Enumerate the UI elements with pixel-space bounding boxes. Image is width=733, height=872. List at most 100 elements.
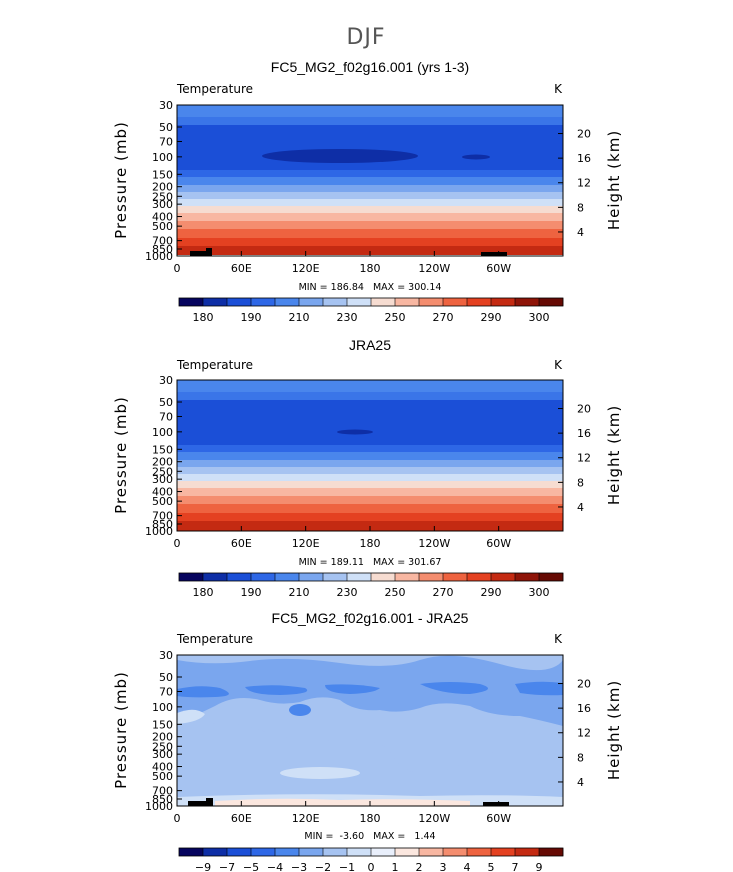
contour-region bbox=[420, 682, 488, 694]
panel-units: K bbox=[554, 632, 563, 646]
pressure-tick-label: 1000 bbox=[145, 250, 173, 263]
min-max-stats: MIN = -3.60 MAX = 1.44 bbox=[304, 831, 435, 842]
height-tick-label: 4 bbox=[577, 226, 584, 239]
colorbar-label: 250 bbox=[385, 586, 406, 599]
colorbar-swatch bbox=[347, 848, 372, 856]
contour-band bbox=[177, 125, 563, 171]
height-tick-label: 12 bbox=[577, 727, 591, 740]
contour-region bbox=[245, 685, 308, 695]
colorbar-swatch bbox=[371, 848, 396, 856]
longitude-tick-label: 60E bbox=[231, 537, 252, 550]
longitude-tick-label: 60E bbox=[231, 812, 252, 825]
panel-units: K bbox=[554, 82, 563, 96]
figure-title: DJF bbox=[346, 25, 385, 50]
pressure-tick-label: 400 bbox=[152, 486, 173, 499]
longitude-tick-label: 0 bbox=[174, 812, 181, 825]
height-tick-label: 16 bbox=[577, 427, 591, 440]
pressure-tick-label: 150 bbox=[152, 718, 173, 731]
colorbar-label: 300 bbox=[529, 586, 550, 599]
longitude-tick-label: 0 bbox=[174, 262, 181, 275]
colorbar-label: 270 bbox=[433, 586, 454, 599]
colorbar-swatch bbox=[203, 298, 228, 306]
pressure-tick-label: 850 bbox=[152, 793, 173, 806]
pressure-tick-label: 700 bbox=[152, 785, 173, 798]
contour-region bbox=[280, 767, 360, 779]
height-tick-label: 12 bbox=[577, 177, 591, 190]
contour-region bbox=[325, 684, 380, 694]
contour-band bbox=[177, 117, 563, 126]
pressure-tick-label: 50 bbox=[159, 121, 173, 134]
height-tick-label: 8 bbox=[577, 476, 584, 489]
contour-band bbox=[177, 392, 563, 401]
height-axis: 20 16 12 8 4 bbox=[558, 678, 591, 789]
pressure-tick-label: 250 bbox=[152, 465, 173, 478]
contour-band bbox=[177, 445, 563, 453]
colorbar-swatch bbox=[419, 573, 444, 581]
colorbar-swatch bbox=[395, 298, 420, 306]
pressure-tick-label: 100 bbox=[152, 151, 173, 164]
height-axis: 20 16 12 8 4 bbox=[558, 128, 591, 239]
colorbar-label: 0 bbox=[368, 861, 375, 872]
colorbar: 180 190 210 230 250 270 290 300 bbox=[178, 297, 564, 324]
longitude-tick-label: 120W bbox=[418, 812, 450, 825]
longitude-tick-label: 180 bbox=[360, 262, 381, 275]
contour-region bbox=[215, 798, 470, 806]
colorbar: 180 190 210 230 250 270 290 300 bbox=[178, 572, 564, 599]
colorbar-swatch bbox=[539, 848, 564, 856]
colorbar-swatch bbox=[251, 573, 276, 581]
colorbar-swatch bbox=[467, 573, 492, 581]
longitude-tick-label: 120W bbox=[418, 537, 450, 550]
contour-band bbox=[177, 474, 563, 482]
colorbar-swatch bbox=[323, 573, 348, 581]
colorbar-swatch bbox=[395, 573, 420, 581]
height-tick-label: 16 bbox=[577, 702, 591, 715]
colorbar-label: 210 bbox=[289, 586, 310, 599]
colorbar-label: 180 bbox=[193, 311, 214, 324]
contour-band bbox=[177, 246, 563, 255]
contour-region bbox=[177, 723, 563, 792]
longitude-tick-label: 60W bbox=[486, 262, 511, 275]
colorbar-swatch bbox=[395, 848, 420, 856]
colorbar-label: 250 bbox=[385, 311, 406, 324]
colorbar-swatch bbox=[275, 573, 300, 581]
contour-plot bbox=[176, 654, 564, 807]
pressure-tick-label: 70 bbox=[159, 410, 173, 423]
height-tick-label: 20 bbox=[577, 678, 591, 691]
colorbar-label: 230 bbox=[337, 586, 358, 599]
topography bbox=[188, 801, 210, 806]
height-tick-label: 4 bbox=[577, 776, 584, 789]
contour-band bbox=[177, 496, 563, 505]
topography bbox=[206, 248, 212, 256]
colorbar-swatch bbox=[515, 573, 540, 581]
pressure-axis-label: Pressure (mb) bbox=[112, 671, 130, 789]
pressure-tick-label: 200 bbox=[152, 181, 173, 194]
height-tick-label: 8 bbox=[577, 201, 584, 214]
height-tick-label: 20 bbox=[577, 128, 591, 141]
min-max-stats: MIN = 186.84 MAX = 300.14 bbox=[299, 282, 442, 293]
longitude-tick-label: 120E bbox=[292, 812, 320, 825]
height-tick-label: 4 bbox=[577, 501, 584, 514]
colorbar-swatch bbox=[419, 848, 444, 856]
contour-band bbox=[177, 380, 563, 393]
contour-region bbox=[177, 686, 229, 698]
colorbar-swatch bbox=[347, 298, 372, 306]
pressure-tick-label: 850 bbox=[152, 518, 173, 531]
longitude-tick-label: 180 bbox=[360, 537, 381, 550]
colorbar-label: −9 bbox=[195, 861, 211, 872]
contour-band bbox=[177, 481, 563, 489]
longitude-tick-label: 0 bbox=[174, 537, 181, 550]
height-axis-label: Height (km) bbox=[605, 130, 623, 230]
colorbar-swatch bbox=[275, 848, 300, 856]
height-tick-label: 20 bbox=[577, 403, 591, 416]
colorbar-swatch bbox=[491, 848, 516, 856]
longitude-axis: 0 60E 120E 180 120W 60W bbox=[174, 526, 511, 550]
longitude-tick-label: 60E bbox=[231, 262, 252, 275]
colorbar-label: 300 bbox=[529, 311, 550, 324]
longitude-tick-label: 60W bbox=[486, 812, 511, 825]
colorbar-swatch bbox=[539, 573, 564, 581]
colorbar-swatch bbox=[203, 848, 228, 856]
